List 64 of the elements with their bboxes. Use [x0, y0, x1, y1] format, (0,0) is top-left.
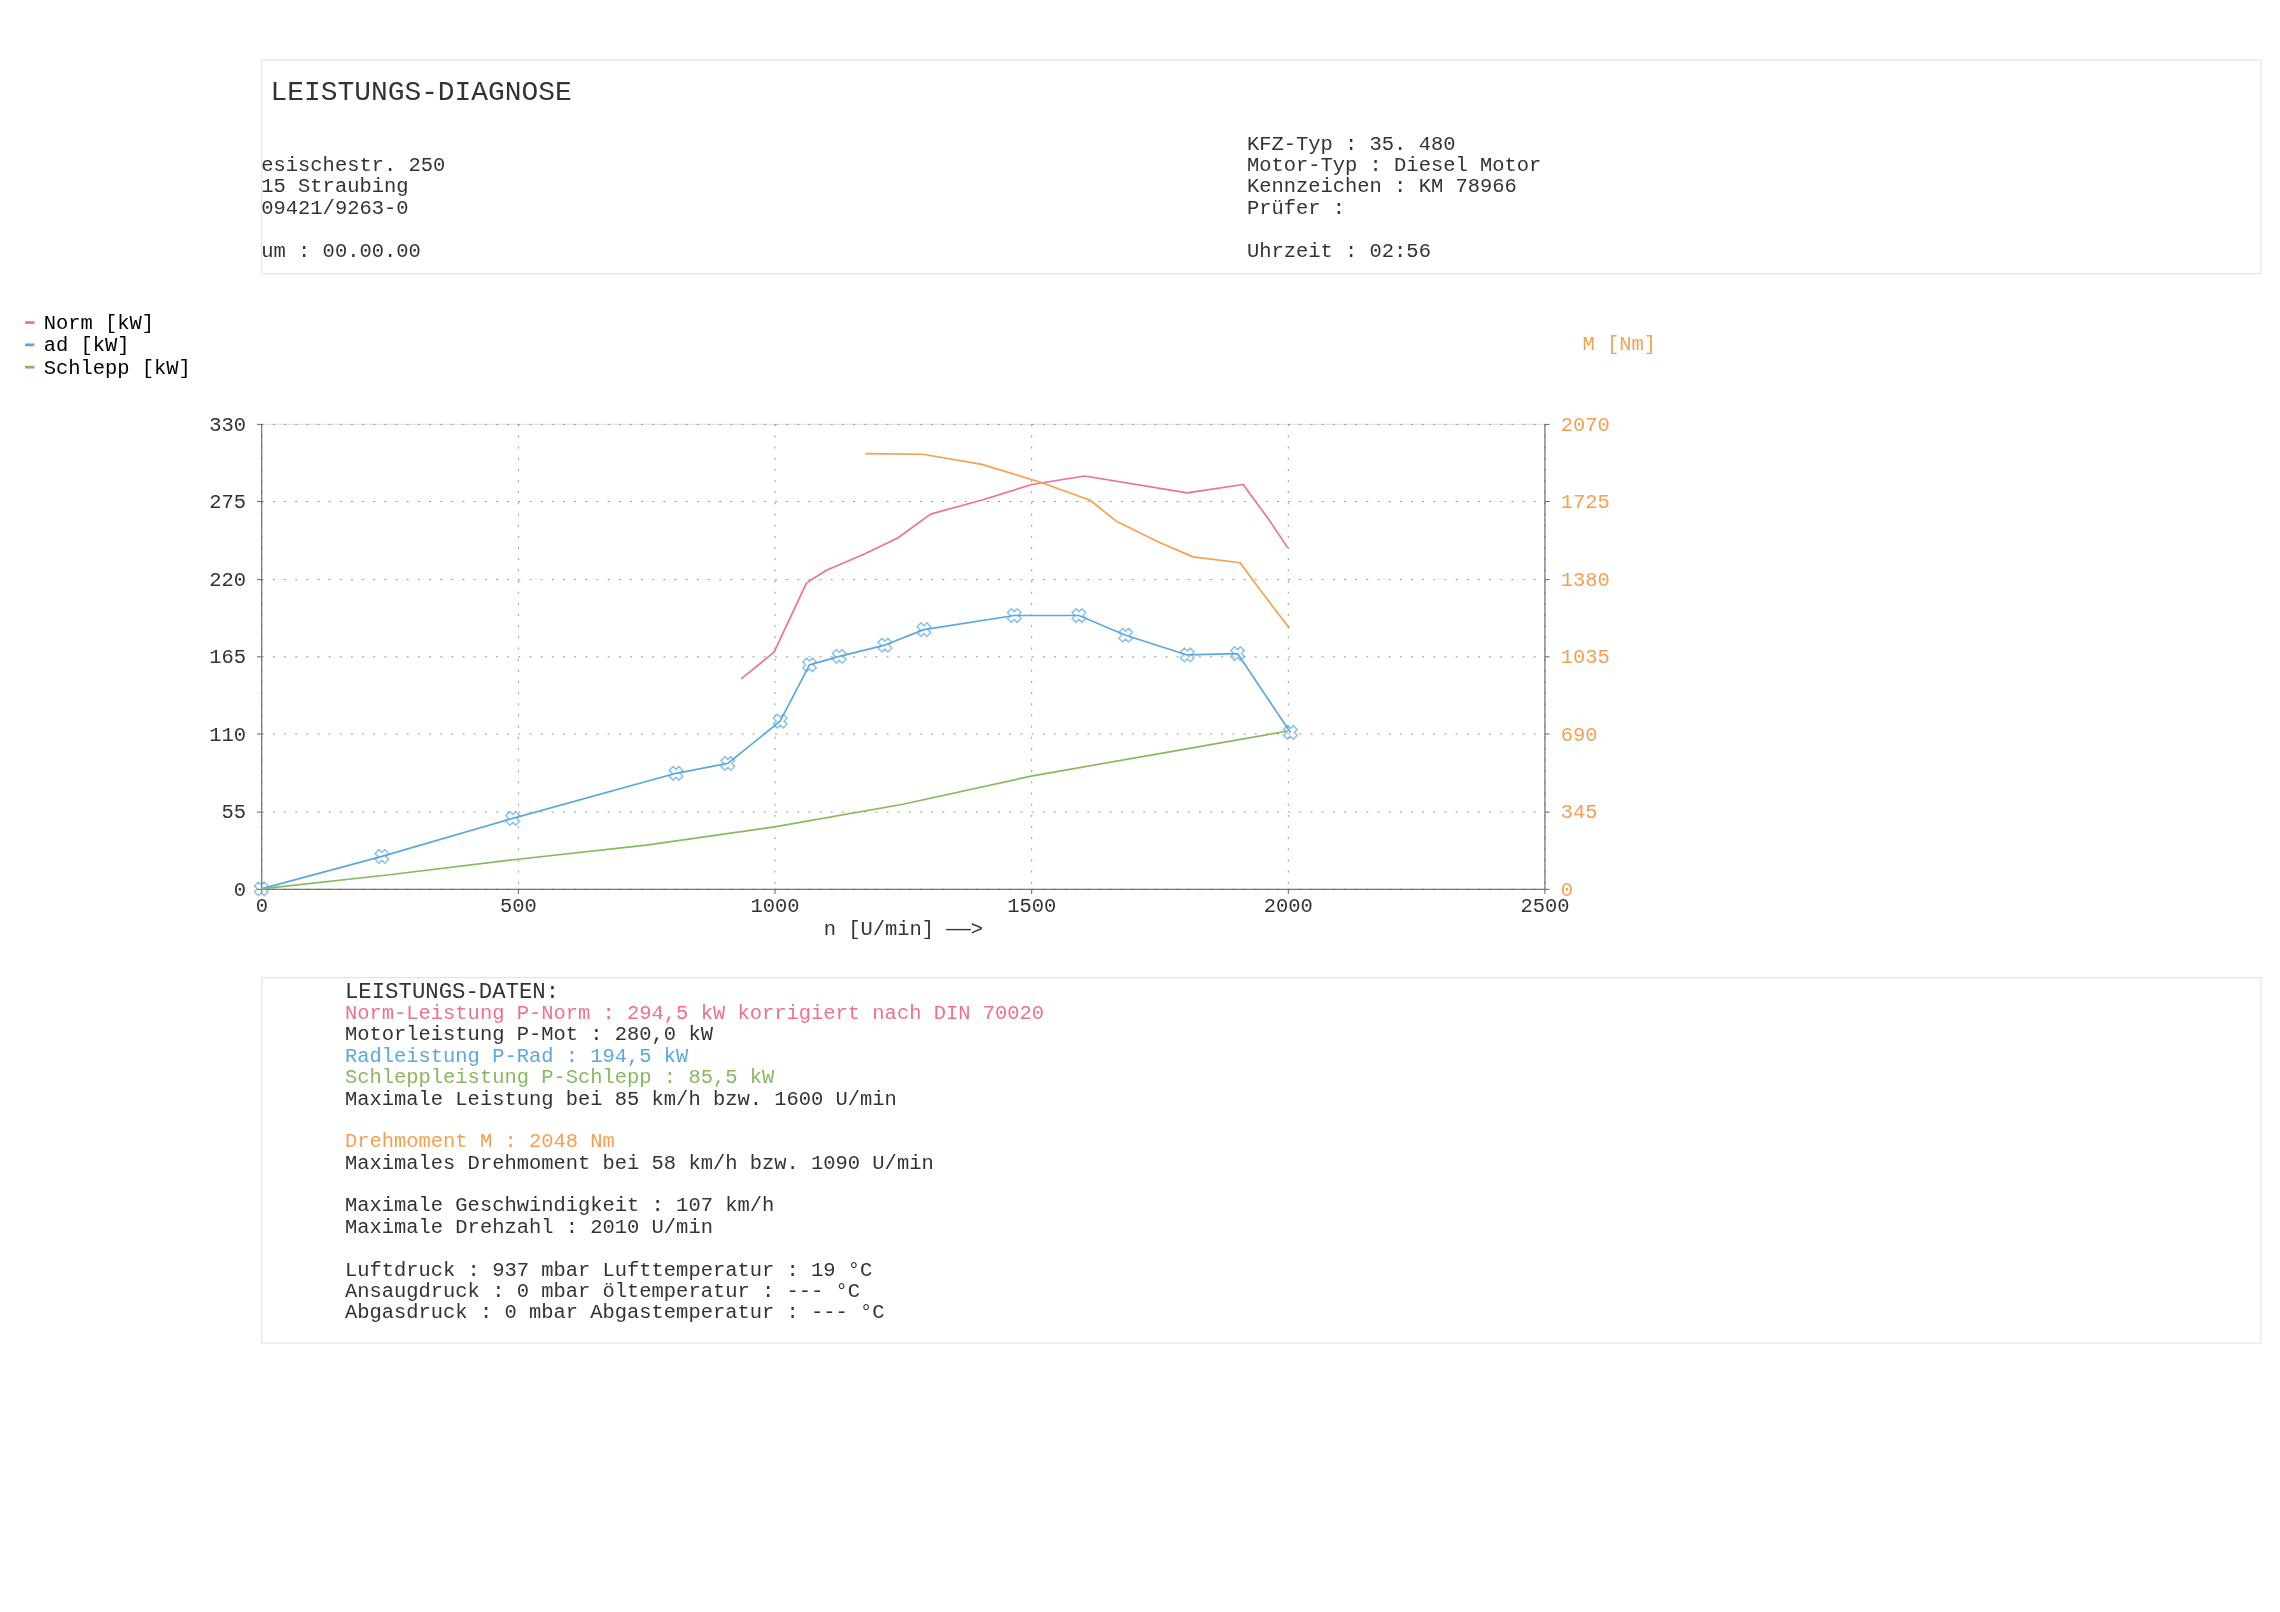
- text: Luftdruck : 937 mbar Lufttemperatur : 19 °C: [344, 1258, 873, 1282]
- line-series: [740, 475, 1289, 680]
- text: Schleppleistung P-Schlepp : 85,5 kW: [344, 1066, 775, 1090]
- x-tick-label: 1000: [750, 894, 800, 918]
- y2-tick-label: 1035: [1560, 646, 1610, 670]
- legend-label: Norm [kW]: [43, 312, 155, 336]
- y-tick-label: 275: [209, 491, 246, 515]
- point: [505, 810, 521, 826]
- text: Radleistung P-Rad : 194,5 kW: [344, 1044, 690, 1068]
- y-tick-label: 220: [209, 568, 246, 592]
- y2-tick-label: 1725: [1560, 491, 1610, 515]
- y-tick-label: 0: [233, 878, 246, 902]
- point: [720, 755, 736, 772]
- point: [668, 765, 684, 781]
- point: [374, 848, 390, 864]
- point: [772, 713, 788, 729]
- text: Maximale Geschwindigkeit : 107 km/h: [344, 1194, 775, 1218]
- text: Drehmoment M : 2048 Nm: [344, 1130, 615, 1154]
- text: Motorleistung P-Mot : 280,0 kW: [344, 1023, 714, 1047]
- text: Prüfer :: [1246, 196, 1346, 220]
- point: [916, 622, 932, 638]
- x-axis-title: n [U/min] ——>: [823, 917, 984, 941]
- x-tick-label: 1500: [1007, 894, 1057, 918]
- text: 09421/9263-0: [261, 196, 409, 220]
- y-tick-label: 165: [209, 646, 246, 670]
- y2-tick-label: 690: [1560, 723, 1598, 747]
- line-series: [864, 452, 1291, 630]
- y-tick-label: 55: [221, 801, 246, 825]
- text: LEISTUNGS-DATEN:: [344, 978, 560, 1005]
- point: [1006, 607, 1022, 624]
- y-tick-label: 330: [209, 413, 246, 437]
- legend-label: ad [kW]: [43, 334, 130, 358]
- point: [1071, 607, 1087, 624]
- x-tick-label: 2000: [1263, 894, 1313, 918]
- text: Maximales Drehmoment bei 58 km/h bzw. 1090 U/min: [344, 1151, 934, 1175]
- point: [831, 648, 847, 664]
- point: [801, 657, 818, 673]
- legend-label: Schlepp [kW]: [43, 356, 191, 380]
- text: Ansaugdruck : 0 mbar öltemperatur : --- °C: [344, 1280, 861, 1304]
- y2-axis-title: M [Nm]: [1582, 332, 1657, 356]
- text: Motor-Typ : Diesel Motor: [1246, 153, 1542, 177]
- point: [253, 881, 269, 897]
- text: 15 Straubing: [261, 175, 409, 199]
- point: [1229, 645, 1246, 662]
- point: [877, 637, 893, 653]
- text: Maximale Drehzahl : 2010 U/min: [344, 1215, 713, 1239]
- text: esischestr. 250: [261, 153, 446, 177]
- x-tick-label: 500: [499, 894, 537, 918]
- y2-tick-label: 1380: [1560, 568, 1610, 592]
- text: Kennzeichen : KM 78966: [1246, 175, 1517, 199]
- point: [1179, 647, 1195, 663]
- text: Abgasdruck : 0 mbar Abgastemperatur : --- °C: [344, 1301, 885, 1325]
- chart-title: LEISTUNGS-DIAGNOSE: [270, 77, 572, 109]
- y2-tick-label: 345: [1560, 801, 1598, 825]
- point: [1118, 627, 1134, 643]
- y2-tick-label: 2070: [1560, 413, 1610, 437]
- y-tick-label: 110: [209, 723, 246, 747]
- text: Maximale Leistung bei 85 km/h bzw. 1600 U/min: [344, 1087, 897, 1111]
- text: um : 00.00.00: [261, 239, 421, 263]
- text: Norm-Leistung P-Norm : 294,5 kW korrigiert nach DIN 70020: [344, 1002, 1045, 1026]
- x-tick-label: 0: [255, 894, 268, 918]
- point: [1282, 724, 1298, 741]
- text: Uhrzeit : 02:56: [1246, 239, 1431, 263]
- text: KFZ-Typ : 35. 480: [1246, 132, 1456, 156]
